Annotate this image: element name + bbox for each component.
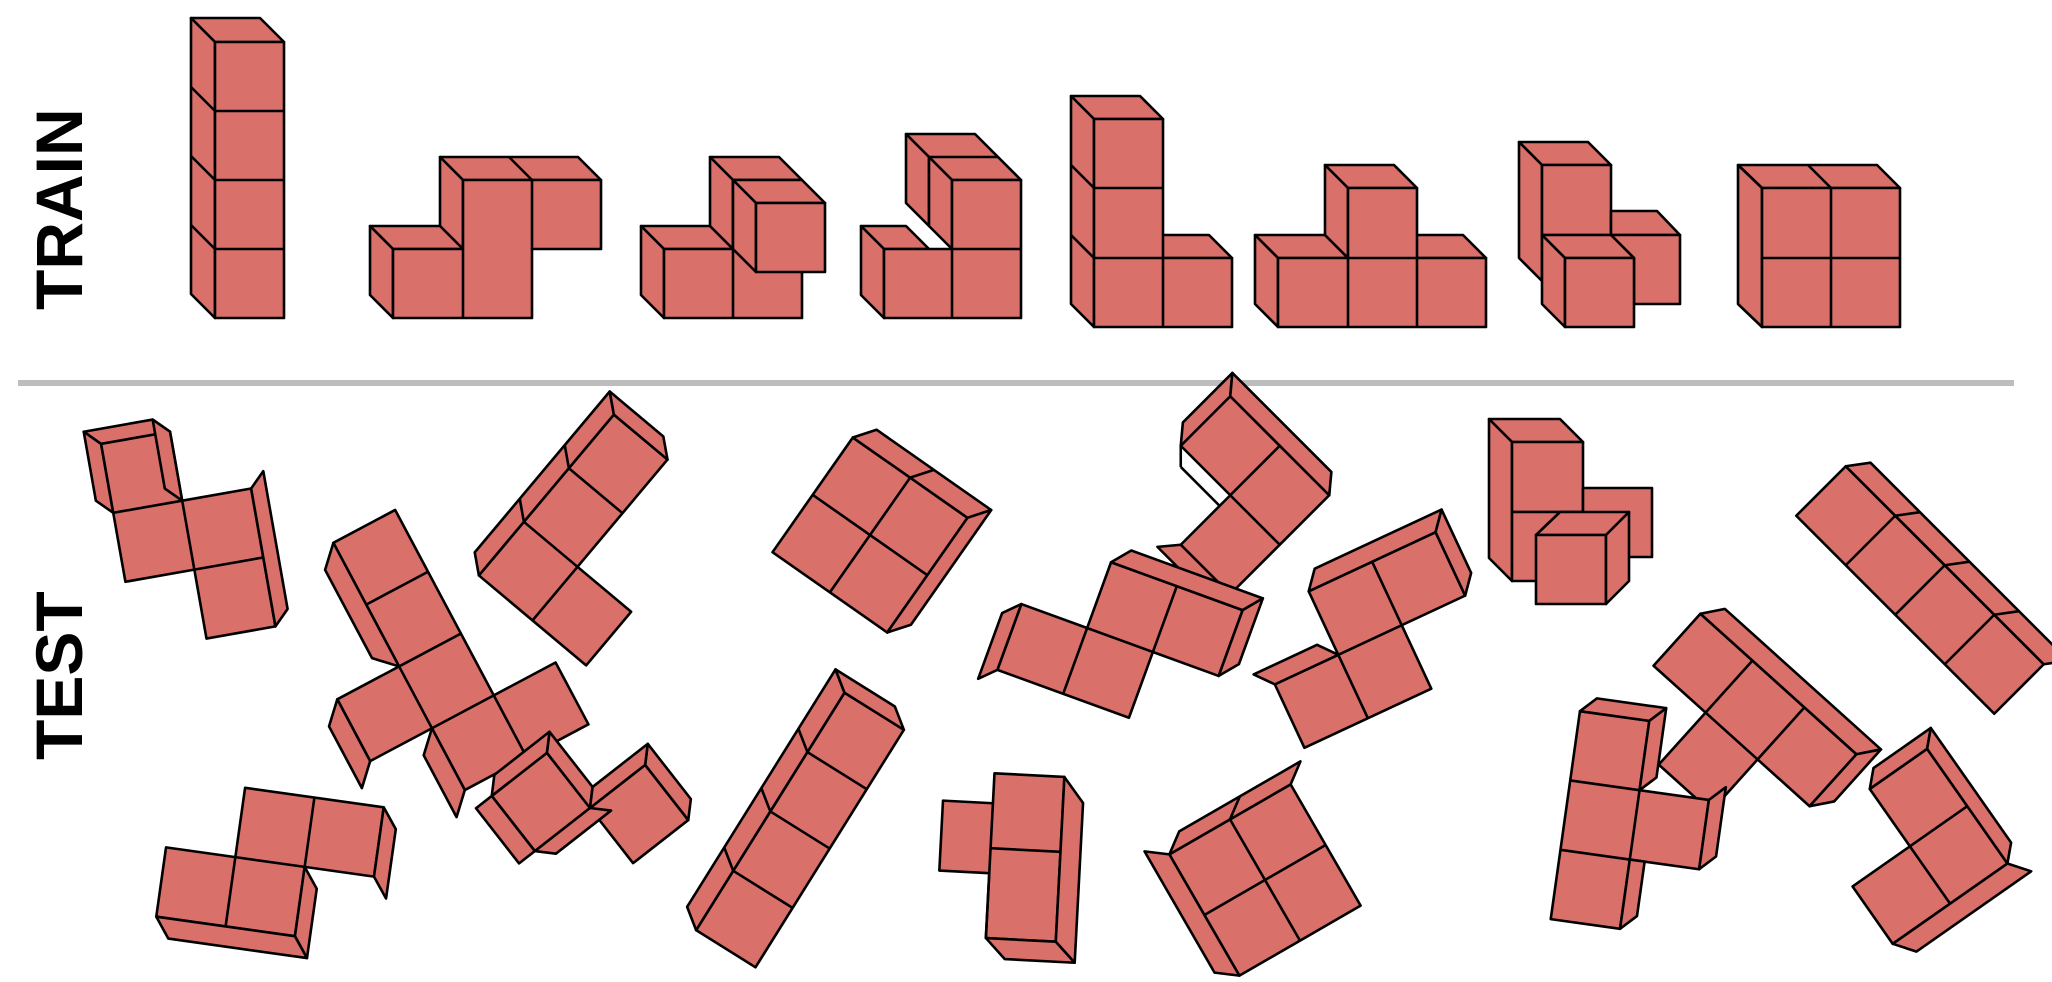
train-piece [1069, 94, 1234, 329]
test-piece [1252, 508, 1473, 750]
test-piece [1851, 726, 2033, 953]
test-piece [82, 418, 289, 640]
train-piece [1736, 163, 1902, 329]
test-piece [938, 771, 1085, 965]
train-piece [1253, 163, 1488, 329]
train-piece [189, 16, 286, 320]
test-piece [685, 668, 906, 969]
test-piece [1487, 417, 1654, 606]
test-piece [474, 730, 693, 865]
test-piece [473, 390, 669, 667]
test-piece [1549, 697, 1728, 931]
test-piece [1156, 371, 1333, 598]
test-label: TEST [22, 591, 96, 760]
train-piece [859, 132, 1023, 320]
train-piece [1517, 140, 1682, 329]
test-piece [1143, 760, 1362, 977]
test-piece [154, 786, 398, 960]
test-piece [771, 428, 993, 634]
train-label: TRAIN [22, 108, 96, 310]
test-piece [1652, 607, 1883, 813]
train-piece [639, 155, 827, 320]
test-piece [1794, 461, 2052, 716]
test-piece [323, 508, 590, 819]
train-piece [368, 155, 603, 320]
test-piece [976, 549, 1265, 720]
